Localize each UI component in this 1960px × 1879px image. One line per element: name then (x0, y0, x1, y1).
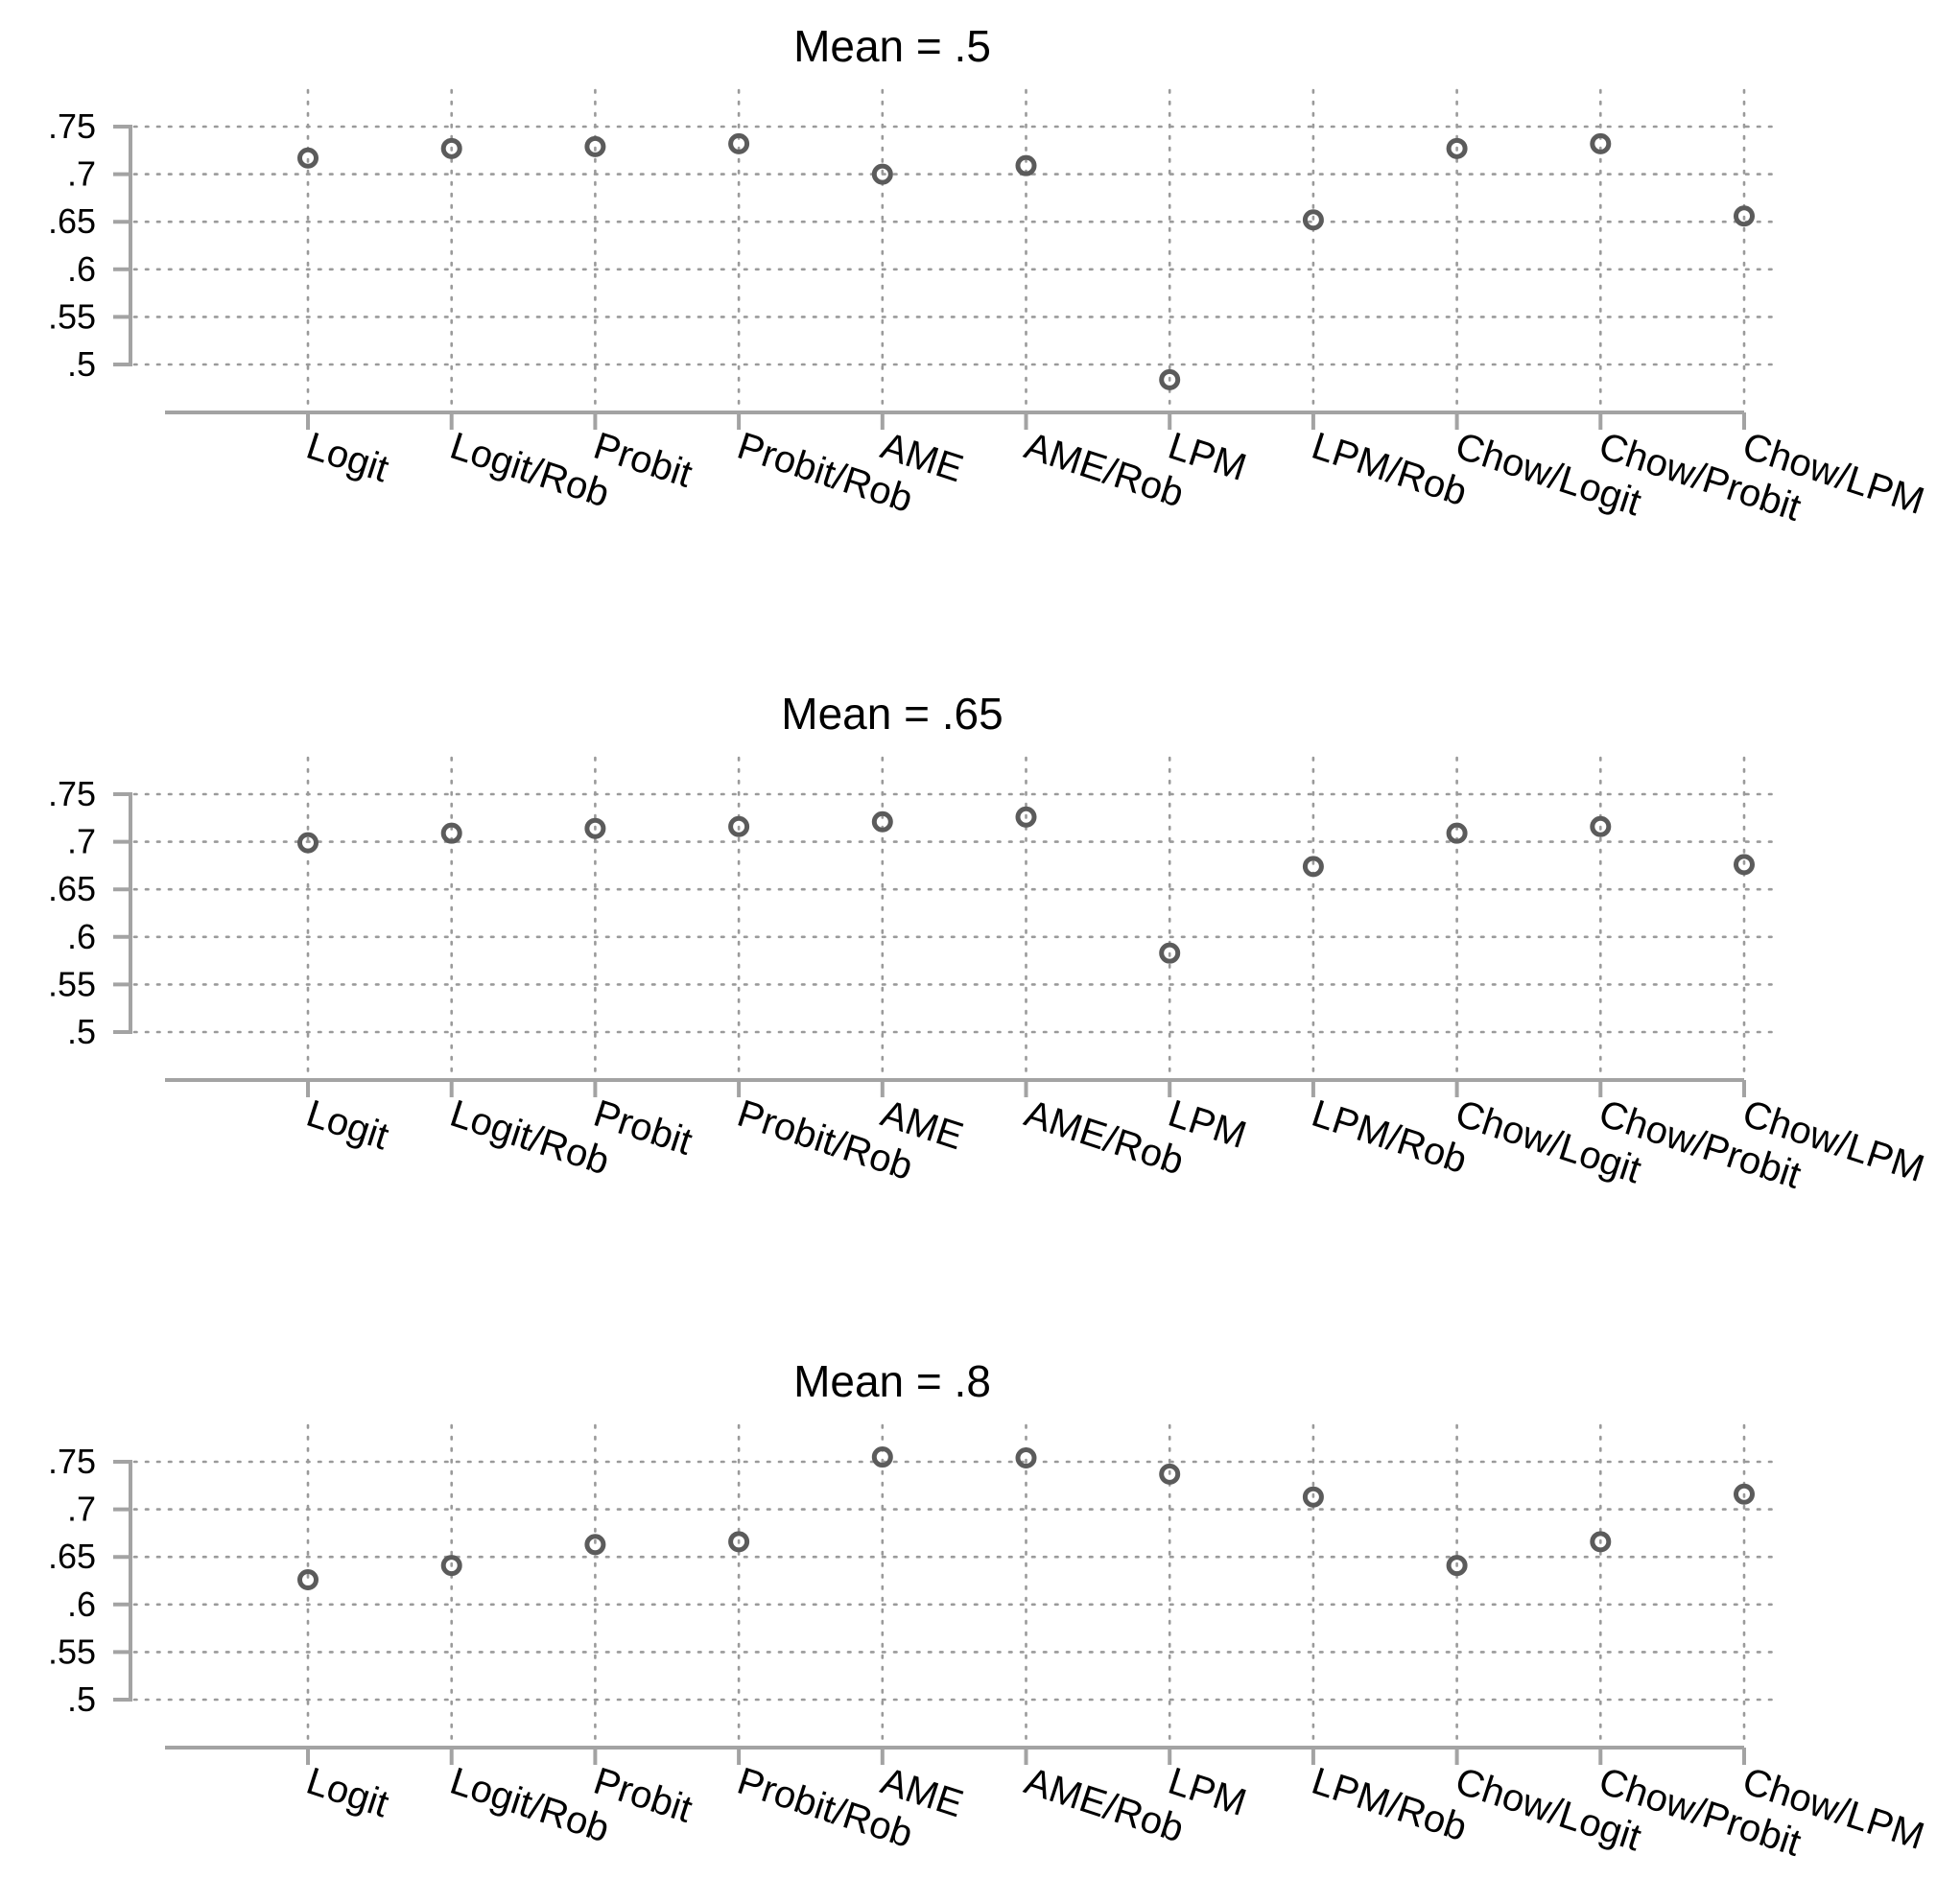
data-point-chow-lpm (1734, 1483, 1755, 1505)
chart-title: Mean = .65 (781, 689, 1003, 739)
data-point-probit-rob (728, 132, 750, 154)
data-point-chow-logit (1446, 1555, 1468, 1577)
x-tick-label: LPM/Rob (1307, 1092, 1472, 1182)
y-tick-label: .6 (67, 249, 96, 289)
data-point-lpm-rob (1302, 856, 1324, 878)
data-point-probit (584, 1534, 606, 1556)
x-tick-label: AME/Rob (1020, 1760, 1189, 1851)
y-tick-label: .5 (67, 1012, 96, 1051)
data-point-logit-rob (440, 137, 462, 159)
data-point-lpm (1159, 1463, 1181, 1485)
y-tick-label: .75 (48, 106, 96, 146)
data-point-probit (584, 135, 606, 157)
data-point-chow-logit (1446, 137, 1468, 159)
chart-title: Mean = .8 (793, 1356, 991, 1406)
y-tick-label: .6 (67, 917, 96, 956)
data-point-ame (871, 163, 893, 185)
x-tick-label: AME/Rob (1020, 425, 1189, 516)
data-point-lpm-rob (1302, 1486, 1324, 1508)
data-point-logit (297, 147, 319, 169)
data-point-chow-lpm (1734, 854, 1755, 876)
y-tick-label: .55 (48, 1632, 96, 1671)
x-tick-label: Logit (301, 425, 393, 491)
chart-title: Mean = .5 (793, 21, 991, 71)
y-tick-label: .7 (67, 1490, 96, 1529)
x-tick-label: AME/Rob (1020, 1092, 1189, 1184)
data-point-chow-lpm (1734, 205, 1755, 227)
data-point-chow-probit (1590, 132, 1612, 154)
x-tick-label: Logit/Rob (445, 425, 614, 516)
data-point-ame (871, 1446, 893, 1468)
data-point-logit (297, 1569, 319, 1591)
data-point-chow-logit (1446, 822, 1468, 844)
data-point-probit-rob (728, 815, 750, 837)
y-tick-label: .55 (48, 964, 96, 1003)
x-tick-label: Logit (301, 1092, 393, 1159)
x-tick-label: Logit/Rob (445, 1760, 614, 1851)
data-point-lpm (1159, 368, 1181, 390)
x-tick-label: Logit (301, 1760, 393, 1826)
y-tick-label: .55 (48, 296, 96, 336)
data-point-chow-probit (1590, 1531, 1612, 1553)
x-tick-label: LPM/Rob (1307, 425, 1472, 514)
data-point-probit-rob (728, 1531, 750, 1553)
y-tick-label: .65 (48, 869, 96, 908)
y-tick-label: .75 (48, 1442, 96, 1481)
y-tick-label: .7 (67, 154, 96, 194)
x-tick-label: LPM/Rob (1307, 1760, 1472, 1849)
data-point-ame-rob (1015, 1447, 1037, 1469)
y-tick-label: .65 (48, 1537, 96, 1576)
y-tick-label: .5 (67, 1679, 96, 1719)
data-point-logit-rob (440, 822, 462, 844)
data-point-probit (584, 817, 606, 839)
y-tick-label: .65 (48, 201, 96, 241)
data-point-logit (297, 832, 319, 854)
y-tick-label: .75 (48, 774, 96, 813)
x-tick-label: Logit/Rob (445, 1092, 614, 1184)
data-point-ame (871, 810, 893, 833)
data-point-logit-rob (440, 1555, 462, 1577)
y-tick-label: .6 (67, 1585, 96, 1624)
data-point-lpm-rob (1302, 209, 1324, 231)
data-point-ame-rob (1015, 806, 1037, 828)
y-tick-label: .7 (67, 822, 96, 861)
y-tick-label: .5 (67, 344, 96, 384)
data-point-lpm (1159, 942, 1181, 964)
data-point-chow-probit (1590, 815, 1612, 837)
data-point-ame-rob (1015, 154, 1037, 176)
